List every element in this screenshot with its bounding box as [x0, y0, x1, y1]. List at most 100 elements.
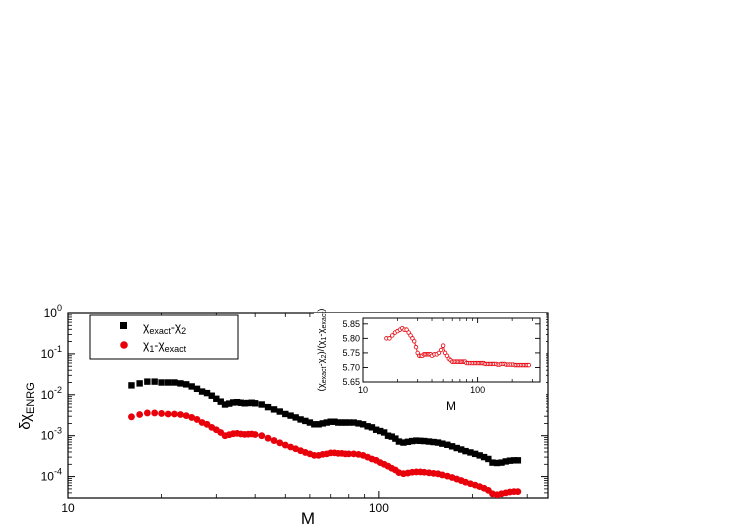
legend-label-1-b: exact — [149, 326, 171, 336]
data-point — [297, 416, 304, 423]
legend-label-2: χ1-χexact — [143, 338, 187, 354]
data-point — [292, 414, 299, 421]
data-point — [171, 410, 178, 418]
data-point — [128, 382, 135, 389]
main-y-tick-label: 10-3 — [41, 426, 62, 443]
data-point — [193, 416, 201, 423]
data-point — [335, 419, 342, 426]
main-y-tick-label: 100 — [44, 303, 62, 320]
data-point — [480, 453, 488, 461]
main-plot-frame — [67, 312, 549, 499]
legend-label-1-c: -χ — [171, 320, 182, 334]
data-point — [400, 439, 407, 446]
main-x-tick-label: 100 — [369, 501, 389, 515]
data-point — [384, 432, 392, 439]
data-point — [408, 437, 416, 445]
inset-y-label-p1: exact — [321, 366, 328, 383]
legend-label-2-a: χ — [143, 338, 150, 352]
data-point — [164, 410, 172, 418]
data-point — [248, 399, 255, 406]
main-series-2 — [128, 409, 522, 499]
inset-plot-frame — [362, 317, 541, 383]
data-point — [342, 419, 349, 426]
main-plot: 10 100 100 10-1 10-2 10-3 10-4 M δχENRG — [17, 303, 549, 526]
data-point — [380, 429, 388, 436]
data-point — [377, 427, 384, 435]
inset-y-tick-label: 5.85 — [342, 319, 360, 329]
data-point — [395, 438, 403, 445]
data-point — [404, 438, 412, 445]
data-point — [327, 418, 334, 425]
main-y-axis-label-sub: ENRG — [25, 382, 37, 414]
data-point — [434, 439, 442, 446]
data-point — [208, 392, 215, 399]
inset-y-label-p0: (χ — [316, 383, 327, 391]
inset-y-label-p6: -χ — [316, 328, 327, 336]
data-point — [213, 395, 220, 402]
data-point — [444, 441, 451, 448]
data-point — [476, 452, 483, 459]
data-point — [233, 398, 241, 406]
data-point — [151, 409, 159, 417]
data-point — [413, 437, 420, 444]
data-point — [270, 437, 278, 444]
legend-label-2-b: 1 — [149, 344, 154, 354]
inset-y-label-p4: )/(χ — [316, 341, 327, 355]
data-point — [306, 419, 314, 426]
data-point — [221, 401, 229, 408]
main-y-axis-label-main: δχ — [17, 414, 34, 430]
legend-marker-2 — [120, 341, 128, 349]
data-point — [282, 410, 289, 418]
data-point — [311, 421, 318, 428]
data-point — [281, 441, 289, 449]
data-point — [177, 411, 184, 418]
data-point — [245, 399, 252, 407]
inset-x-tick-label: 100 — [470, 385, 485, 395]
data-point — [392, 435, 399, 442]
data-point — [471, 450, 479, 458]
data-point — [144, 378, 151, 385]
data-point — [506, 457, 514, 464]
data-point — [258, 432, 266, 440]
data-point — [188, 383, 195, 390]
data-point — [421, 437, 428, 445]
data-point — [270, 406, 278, 413]
data-point — [182, 381, 190, 388]
data-point — [158, 379, 165, 386]
legend: χexact-χ2 χ1-χexact — [89, 314, 239, 360]
data-point — [514, 488, 522, 496]
data-point — [237, 399, 245, 406]
inset-y-tick-label: 5.80 — [342, 333, 360, 343]
main-y-axis-label: δχENRG — [17, 382, 37, 430]
data-point — [404, 327, 409, 332]
inset-x-axis-label: M — [446, 399, 456, 413]
data-point — [387, 336, 392, 341]
inset-y-tick-label: 5.70 — [342, 362, 360, 372]
data-point — [128, 413, 135, 421]
main-y-tick-label: 10-2 — [41, 385, 62, 402]
data-point — [276, 439, 284, 447]
inset-y-label-p5: 1 — [321, 337, 328, 341]
data-point — [287, 412, 294, 419]
inset-y-label-p8: ) — [316, 309, 327, 312]
data-point — [241, 400, 248, 407]
data-point — [182, 412, 190, 420]
data-point — [439, 440, 446, 447]
data-point — [264, 403, 272, 411]
legend-entry-1: χexact-χ2 — [120, 320, 186, 336]
data-point — [258, 401, 265, 408]
data-point — [406, 330, 411, 335]
legend-label-2-d: exact — [165, 344, 187, 354]
inset-x-tick-label: 10 — [358, 385, 368, 395]
data-point — [498, 459, 505, 466]
data-point — [436, 350, 442, 356]
data-point — [188, 414, 196, 421]
data-point — [467, 449, 474, 456]
data-point — [151, 378, 158, 385]
main-y-tick-label: 10-1 — [41, 344, 62, 361]
data-point — [198, 388, 206, 395]
data-point — [225, 400, 233, 407]
data-point — [489, 459, 496, 466]
inset-y-tick-label: 5.75 — [342, 348, 360, 358]
